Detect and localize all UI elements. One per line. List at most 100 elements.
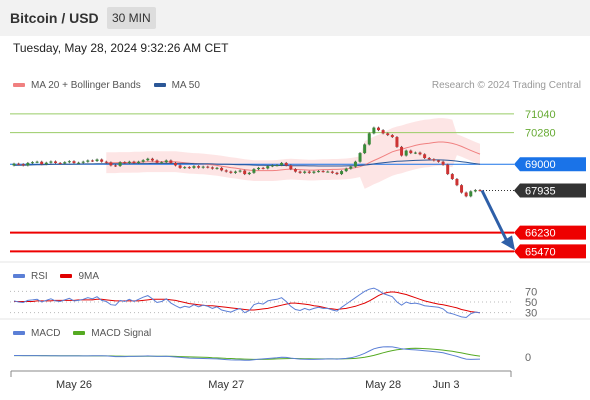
level-tag-bg	[514, 183, 586, 198]
candle-body	[473, 190, 477, 192]
ma50-line	[13, 159, 481, 167]
candle-body	[404, 150, 408, 156]
legend-macd-signal-swatch	[73, 331, 86, 336]
candle-body	[372, 127, 376, 134]
candle-body	[280, 162, 284, 166]
candle-body	[81, 161, 85, 163]
candle-body	[187, 167, 191, 169]
level-tag-71040: 71040	[525, 109, 556, 121]
candle-body	[67, 161, 71, 163]
macd-legend: MACD MACD Signal	[13, 328, 151, 340]
legend-ma50: MA 50	[153, 80, 200, 91]
candle-body	[455, 179, 459, 186]
candle-body	[257, 167, 261, 170]
bollinger-band	[106, 118, 481, 189]
candle-body	[423, 154, 427, 159]
candle-body	[155, 160, 159, 163]
forecast-arrow-head	[501, 235, 515, 251]
rsi-tick-label: 30	[525, 308, 537, 320]
candle-body	[132, 161, 136, 163]
candle-body	[427, 158, 431, 160]
price-legend: MA 20 + Bollinger Bands MA 50	[13, 80, 200, 92]
candle-body	[335, 172, 339, 175]
legend-rsi-swatch	[13, 274, 25, 279]
candle-body	[386, 133, 390, 136]
candle-body	[173, 162, 177, 166]
candle-body	[77, 162, 81, 164]
legend-9ma: 9MA	[60, 271, 99, 282]
candle-body	[317, 171, 321, 173]
level-label: 66230	[525, 228, 556, 240]
candle-body	[436, 160, 440, 162]
candle-body	[233, 171, 237, 173]
x-tick-label: May 27	[208, 379, 244, 391]
candle-body	[312, 171, 316, 173]
candle-body	[201, 166, 205, 168]
candle-body	[238, 170, 242, 172]
candle-body	[460, 185, 464, 193]
level-tag-bg	[514, 225, 586, 240]
instrument-title: Bitcoin / USD	[10, 10, 99, 26]
candle-body	[150, 158, 154, 161]
candle-body	[215, 167, 219, 169]
candle-body	[418, 152, 422, 155]
candle-body	[289, 165, 293, 170]
timestamp: Tuesday, May 28, 2024 9:32:26 AM CET	[13, 41, 229, 55]
candle-body	[183, 167, 187, 169]
candle-body	[220, 167, 224, 171]
level-label: 69000	[525, 159, 556, 171]
candle-body	[86, 160, 90, 162]
candle-body	[261, 167, 265, 169]
candle-body	[146, 158, 150, 161]
legend-ma20-label: MA 20 + Bollinger Bands	[31, 80, 141, 91]
legend-macd-swatch	[13, 331, 25, 336]
macd-tick-label: 0	[525, 352, 531, 364]
candle-body	[284, 162, 288, 166]
candle-body	[178, 165, 182, 168]
forecast-arrow-line	[480, 189, 510, 244]
candle-body	[40, 161, 44, 165]
legend-macd-signal: MACD Signal	[73, 328, 151, 339]
candle-body	[26, 162, 30, 166]
legend-9ma-swatch	[60, 274, 73, 279]
candle-body	[192, 166, 196, 168]
candle-body	[469, 191, 473, 197]
candle-body	[49, 161, 53, 163]
candle-body	[367, 133, 371, 145]
candle-body	[109, 162, 113, 166]
candle-body	[72, 161, 76, 163]
ma20-line	[106, 141, 481, 172]
candle-body	[349, 166, 353, 169]
candle-body	[137, 161, 141, 163]
legend-ma20: MA 20 + Bollinger Bands	[13, 80, 141, 91]
chart-header: Bitcoin / USD 30 MIN	[0, 0, 590, 36]
rsi-tick-label: 70	[525, 286, 537, 298]
candle-body	[169, 160, 173, 163]
candle-body	[44, 162, 48, 165]
candle-body	[160, 162, 164, 164]
legend-rsi-label: RSI	[31, 271, 48, 282]
candle-body	[54, 161, 58, 163]
macd-line	[14, 346, 481, 361]
x-tick-label: Jun 3	[433, 379, 460, 391]
level-label: 71040	[525, 109, 556, 121]
candle-body	[400, 146, 404, 156]
candle-body	[17, 163, 21, 165]
level-tag-67935: 67935	[514, 183, 586, 198]
legend-ma20-swatch	[13, 83, 25, 88]
candle-body	[353, 161, 357, 167]
candle-body	[298, 171, 302, 173]
candle-body	[21, 164, 25, 166]
candle-body	[381, 130, 385, 134]
candle-body	[35, 161, 39, 163]
candle-body	[446, 164, 450, 175]
candle-body	[390, 135, 394, 138]
candle-body	[266, 166, 270, 169]
interval-badge[interactable]: 30 MIN	[107, 7, 156, 29]
candle-body	[413, 152, 417, 154]
candle-body	[464, 192, 468, 197]
candle-body	[127, 161, 131, 163]
candle-body	[478, 190, 482, 192]
candle-body	[114, 165, 118, 167]
